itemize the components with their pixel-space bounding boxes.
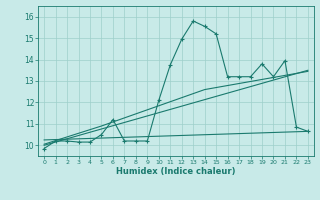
X-axis label: Humidex (Indice chaleur): Humidex (Indice chaleur) bbox=[116, 167, 236, 176]
